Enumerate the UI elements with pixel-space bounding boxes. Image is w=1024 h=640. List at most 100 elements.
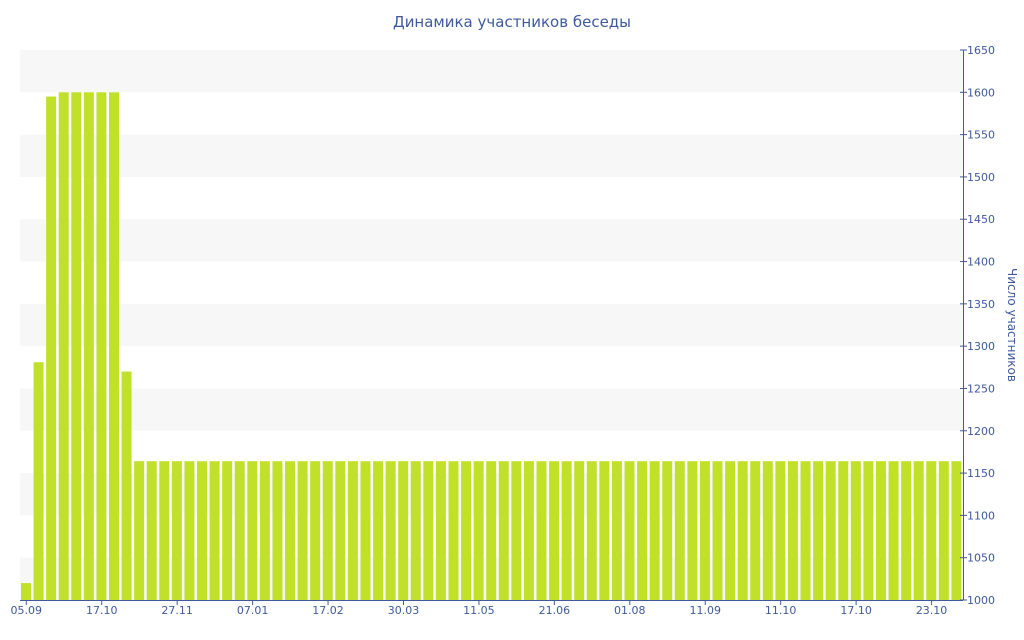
bar <box>71 92 82 601</box>
bar <box>259 461 270 600</box>
bar <box>699 461 710 600</box>
bar <box>209 461 220 600</box>
x-tick-label: 05.09 <box>11 604 43 617</box>
bar <box>247 461 258 600</box>
y-tick-label: 1150 <box>967 467 995 480</box>
bar <box>850 461 861 600</box>
bar <box>725 461 736 600</box>
y-tick-label: 1600 <box>967 86 995 99</box>
bar <box>624 461 635 600</box>
bar <box>674 461 685 600</box>
bar <box>134 461 145 600</box>
bar <box>109 92 119 601</box>
x-tick-label: 11.05 <box>463 604 495 617</box>
bar <box>58 92 69 601</box>
x-tick-label: 21.06 <box>539 604 571 617</box>
bar <box>398 461 409 600</box>
bar <box>586 461 597 600</box>
x-tick-label: 17.10 <box>86 604 118 617</box>
x-tick-label: 23.10 <box>916 604 948 617</box>
y-tick-label: 1200 <box>967 425 995 438</box>
grid-band <box>20 134 963 177</box>
x-tick-label: 30.03 <box>388 604 420 617</box>
bar <box>146 461 157 600</box>
bar <box>863 461 874 600</box>
bar <box>473 461 484 600</box>
bar <box>222 461 233 600</box>
x-tick-label: 11.09 <box>689 604 721 617</box>
y-tick-label: 1250 <box>967 382 995 395</box>
bar <box>926 461 937 600</box>
bar <box>385 461 396 600</box>
y-tick-label: 1000 <box>967 594 995 607</box>
bar <box>775 461 786 600</box>
bar <box>46 96 57 601</box>
bar <box>21 583 31 600</box>
y-tick-label: 1050 <box>967 552 995 565</box>
bar <box>523 461 534 600</box>
bar <box>347 461 358 600</box>
bar <box>33 362 44 600</box>
bar <box>272 461 283 600</box>
bar <box>335 461 346 600</box>
y-axis-label: Число участников <box>1005 268 1019 382</box>
bar <box>96 92 107 601</box>
bar <box>737 461 748 600</box>
x-tick-label: 17.10 <box>840 604 872 617</box>
grid-band <box>20 219 963 262</box>
bar <box>549 461 560 600</box>
bar <box>322 461 333 600</box>
bar <box>448 461 459 600</box>
x-tick-label: 27.11 <box>161 604 193 617</box>
y-tick-label: 1500 <box>967 171 995 184</box>
bar <box>360 461 371 600</box>
bar <box>121 371 132 600</box>
bar <box>197 461 207 600</box>
bar <box>913 461 924 600</box>
x-tick-label: 17.02 <box>312 604 344 617</box>
bar <box>159 461 170 600</box>
bar <box>712 461 723 600</box>
y-tick-label: 1550 <box>967 129 995 142</box>
bar <box>687 461 698 600</box>
bar <box>498 461 509 600</box>
bar <box>762 461 773 600</box>
y-tick-label: 1100 <box>967 509 995 522</box>
bar <box>234 461 245 600</box>
bar <box>461 461 472 600</box>
bar <box>901 461 912 600</box>
bar <box>938 461 949 600</box>
bar <box>599 461 610 600</box>
grid-band <box>20 388 963 431</box>
y-tick-label: 1400 <box>967 256 995 269</box>
bar <box>285 461 296 600</box>
bar <box>637 461 648 600</box>
bar <box>486 461 497 600</box>
bar <box>825 461 836 600</box>
y-tick-label: 1450 <box>967 213 995 226</box>
bar <box>297 461 308 600</box>
bar <box>875 461 886 600</box>
bar <box>787 461 798 600</box>
bar <box>561 461 572 600</box>
bar <box>171 461 182 600</box>
x-tick-label: 11.10 <box>765 604 797 617</box>
bar <box>662 461 673 600</box>
x-tick-label: 01.08 <box>614 604 646 617</box>
bar <box>888 461 899 600</box>
grid-band <box>20 303 963 347</box>
bar <box>435 461 446 600</box>
grid-band <box>20 50 963 93</box>
chart-title: Динамика участников беседы <box>392 13 632 31</box>
bar <box>800 461 811 600</box>
bar <box>838 461 849 600</box>
bar <box>649 461 660 600</box>
bar <box>611 461 622 600</box>
bar <box>83 92 94 601</box>
bar <box>184 461 195 600</box>
bar <box>423 461 434 600</box>
bar <box>310 461 321 600</box>
bar <box>373 461 384 600</box>
bar <box>813 461 824 600</box>
